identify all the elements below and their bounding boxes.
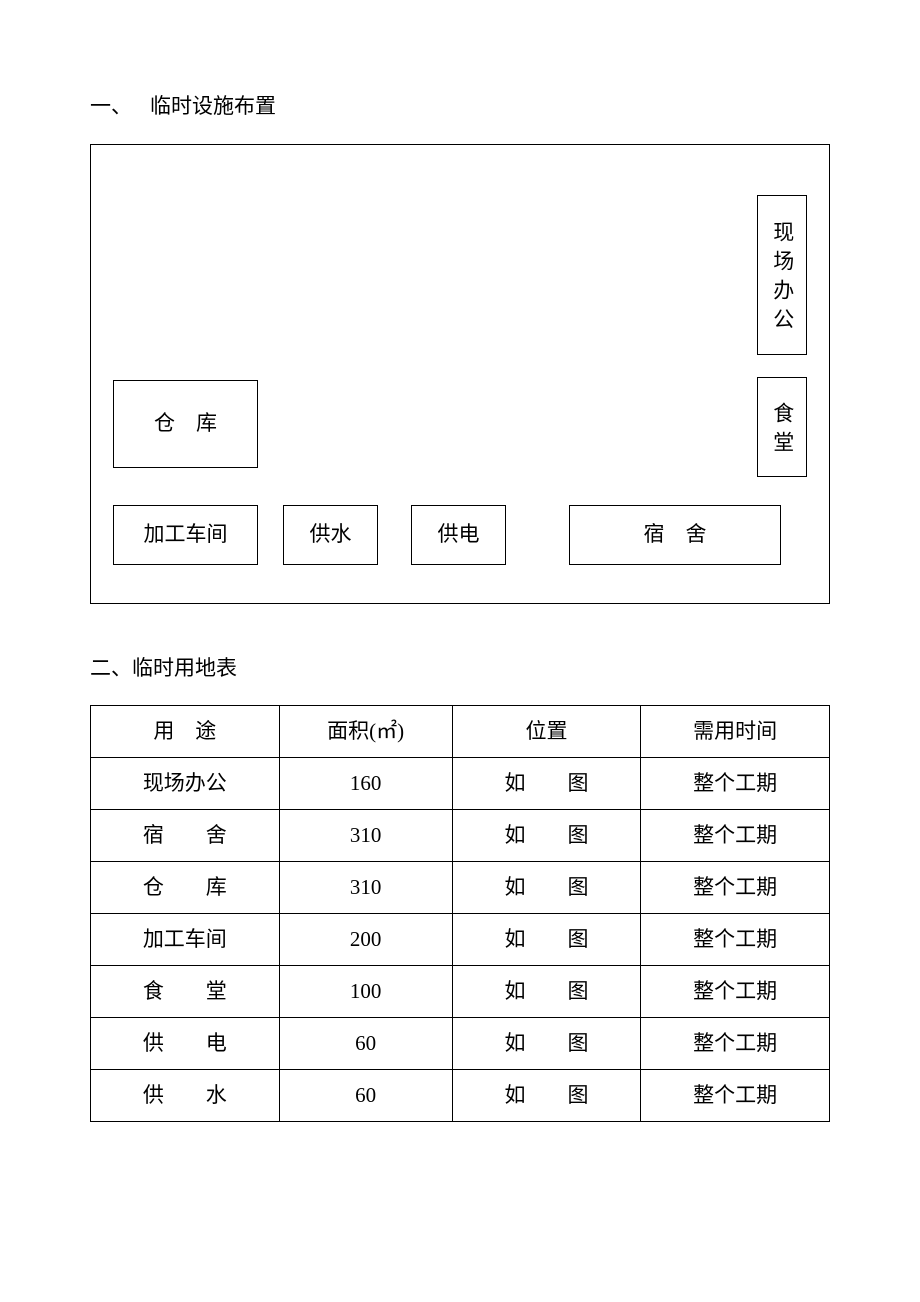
cell-pos: 如 图 xyxy=(452,1018,641,1070)
table-row: 供 电60如 图整个工期 xyxy=(91,1018,830,1070)
cell-area: 100 xyxy=(279,966,452,1018)
cell-pos: 如 图 xyxy=(452,966,641,1018)
table-row: 现场办公160如 图整个工期 xyxy=(91,758,830,810)
col-pos: 位置 xyxy=(452,706,641,758)
cell-area: 310 xyxy=(279,810,452,862)
cell-time: 整个工期 xyxy=(641,1018,830,1070)
section1-heading: 一、临时设施布置 xyxy=(90,90,830,124)
cell-pos: 如 图 xyxy=(452,862,641,914)
cell-use: 仓 库 xyxy=(91,862,280,914)
cell-pos: 如 图 xyxy=(452,1070,641,1122)
cell-area: 160 xyxy=(279,758,452,810)
cell-time: 整个工期 xyxy=(641,966,830,1018)
cell-time: 整个工期 xyxy=(641,1070,830,1122)
table-row: 食 堂100如 图整个工期 xyxy=(91,966,830,1018)
col-use: 用 途 xyxy=(91,706,280,758)
box-canteen: 食堂 xyxy=(757,377,807,477)
table-row: 宿 舍310如 图整个工期 xyxy=(91,810,830,862)
col-area: 面积(㎡) xyxy=(279,706,452,758)
cell-time: 整个工期 xyxy=(641,914,830,966)
box-power: 供电 xyxy=(411,505,506,565)
table-row: 供 水60如 图整个工期 xyxy=(91,1070,830,1122)
section2-number: 二、 xyxy=(90,656,132,680)
box-warehouse: 仓 库 xyxy=(113,380,258,468)
cell-use: 供 电 xyxy=(91,1018,280,1070)
col-time: 需用时间 xyxy=(641,706,830,758)
box-office: 现场办公 xyxy=(757,195,807,355)
cell-area: 60 xyxy=(279,1018,452,1070)
table-row: 加工车间200如 图整个工期 xyxy=(91,914,830,966)
table-header-row: 用 途 面积(㎡) 位置 需用时间 xyxy=(91,706,830,758)
section1-number: 一、 xyxy=(90,94,132,118)
table-row: 仓 库310如 图整个工期 xyxy=(91,862,830,914)
cell-time: 整个工期 xyxy=(641,810,830,862)
cell-area: 60 xyxy=(279,1070,452,1122)
cell-use: 加工车间 xyxy=(91,914,280,966)
cell-pos: 如 图 xyxy=(452,758,641,810)
section2-title: 临时用地表 xyxy=(132,656,237,680)
layout-diagram: 现场办公 食堂 仓 库 加工车间 供水 供电 宿 舍 xyxy=(90,144,830,604)
box-water: 供水 xyxy=(283,505,378,565)
cell-use: 供 水 xyxy=(91,1070,280,1122)
cell-area: 200 xyxy=(279,914,452,966)
land-table: 用 途 面积(㎡) 位置 需用时间 现场办公160如 图整个工期宿 舍310如 … xyxy=(90,705,830,1122)
cell-time: 整个工期 xyxy=(641,758,830,810)
box-workshop: 加工车间 xyxy=(113,505,258,565)
cell-time: 整个工期 xyxy=(641,862,830,914)
section1-title: 临时设施布置 xyxy=(150,94,276,118)
cell-pos: 如 图 xyxy=(452,810,641,862)
cell-area: 310 xyxy=(279,862,452,914)
cell-use: 现场办公 xyxy=(91,758,280,810)
cell-use: 宿 舍 xyxy=(91,810,280,862)
section2-heading: 二、临时用地表 xyxy=(90,652,830,686)
cell-use: 食 堂 xyxy=(91,966,280,1018)
cell-pos: 如 图 xyxy=(452,914,641,966)
box-dorm: 宿 舍 xyxy=(569,505,781,565)
section2: 二、临时用地表 用 途 面积(㎡) 位置 需用时间 现场办公160如 图整个工期… xyxy=(90,652,830,1123)
